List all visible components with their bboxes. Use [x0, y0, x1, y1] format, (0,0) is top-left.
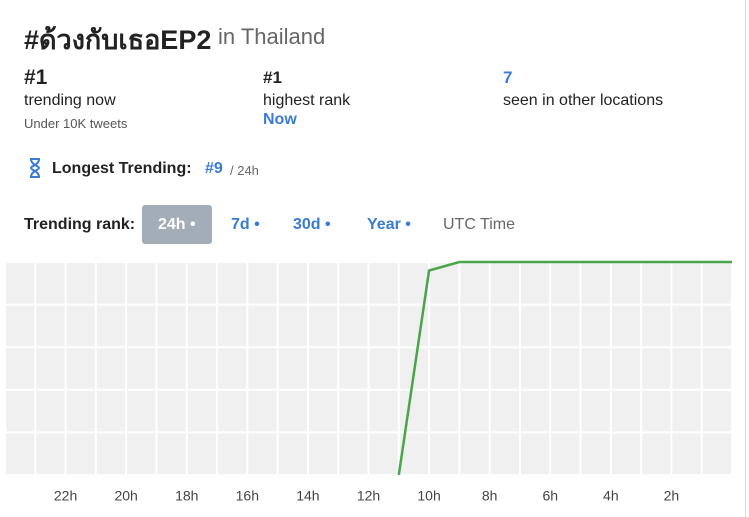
stat-label: trending now — [24, 92, 116, 109]
x-tick-label: 4h — [603, 488, 619, 504]
x-tick-label: 16h — [236, 488, 259, 504]
x-tick-label: 14h — [296, 488, 319, 504]
range-label: Trending rank: — [24, 216, 136, 233]
stat-value: #1 — [24, 66, 48, 89]
longest-rank: #9 — [205, 160, 223, 177]
range-button[interactable]: Year • — [367, 216, 411, 233]
rank-line — [397, 260, 732, 476]
x-tick-label: 20h — [114, 488, 137, 504]
stat-label: highest rank — [263, 92, 351, 109]
stat-note: Under 10K tweets — [24, 116, 128, 131]
range-button[interactable]: 7d • — [231, 216, 260, 233]
x-tick-label: 22h — [54, 488, 77, 504]
x-tick-label: 12h — [357, 488, 380, 504]
range-button[interactable]: 30d • — [293, 216, 331, 233]
x-tick-label: 2h — [664, 488, 680, 504]
hourglass-icon — [29, 158, 41, 178]
stat-label: seen in other locations — [503, 92, 664, 109]
range-button[interactable]: 24h • — [142, 205, 212, 244]
longest-period: / 24h — [230, 163, 259, 178]
stat-value: #1 — [263, 68, 282, 87]
x-tick-label: 8h — [482, 488, 498, 504]
x-tick-label: 10h — [417, 488, 440, 504]
chart: 22h 20h 18h 16h 14h 12h 10h 8h 6h 4h 2h — [4, 260, 733, 504]
x-tick-label: 18h — [175, 488, 198, 504]
timezone[interactable]: UTC Time — [443, 216, 515, 233]
location: in Thailand — [218, 24, 326, 49]
x-tick-label: 6h — [542, 488, 558, 504]
stat-value[interactable]: 7 — [503, 68, 513, 87]
title: #ด้วงกับเธอEP2 — [24, 25, 212, 55]
stat-note: Now — [263, 111, 297, 128]
longest-label: Longest Trending: — [52, 160, 192, 177]
